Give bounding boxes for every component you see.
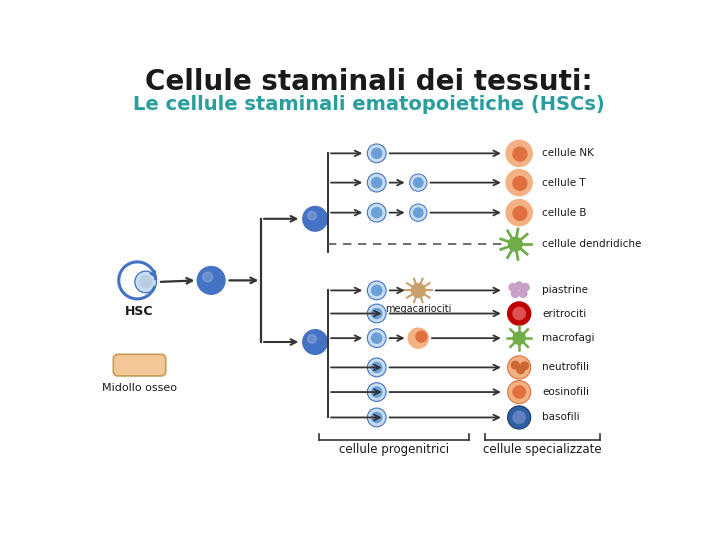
Circle shape	[506, 140, 532, 166]
FancyBboxPatch shape	[113, 354, 166, 376]
Circle shape	[372, 308, 382, 319]
Circle shape	[367, 173, 386, 192]
Text: cellule T: cellule T	[542, 178, 586, 187]
Circle shape	[367, 281, 386, 300]
Circle shape	[367, 304, 386, 323]
Circle shape	[511, 289, 519, 298]
Circle shape	[203, 272, 212, 282]
Circle shape	[369, 174, 384, 191]
Circle shape	[369, 205, 384, 221]
Circle shape	[367, 204, 386, 222]
Circle shape	[369, 409, 384, 426]
Circle shape	[513, 386, 526, 398]
Text: eosinofili: eosinofili	[542, 387, 589, 397]
Circle shape	[367, 144, 386, 163]
Circle shape	[408, 328, 428, 348]
Text: cellule B: cellule B	[542, 208, 587, 218]
Circle shape	[511, 361, 519, 369]
Circle shape	[367, 358, 386, 377]
Circle shape	[372, 333, 382, 343]
Circle shape	[410, 204, 427, 221]
Circle shape	[413, 178, 423, 187]
Circle shape	[508, 381, 531, 403]
Circle shape	[509, 284, 517, 291]
Text: macrofagi: macrofagi	[542, 333, 595, 343]
Circle shape	[367, 329, 386, 347]
Circle shape	[521, 284, 529, 291]
Circle shape	[506, 170, 532, 195]
Text: neutrofili: neutrofili	[542, 362, 589, 373]
Circle shape	[136, 273, 156, 292]
Circle shape	[197, 267, 225, 294]
Circle shape	[307, 335, 316, 343]
Circle shape	[513, 411, 526, 423]
Text: cellule NK: cellule NK	[542, 148, 594, 158]
Circle shape	[369, 306, 384, 322]
Circle shape	[506, 200, 532, 226]
Circle shape	[372, 148, 382, 158]
Circle shape	[411, 205, 426, 220]
Circle shape	[413, 208, 423, 217]
Circle shape	[513, 206, 527, 220]
Circle shape	[410, 174, 427, 191]
Circle shape	[519, 289, 527, 298]
Text: piastrine: piastrine	[542, 286, 588, 295]
Circle shape	[307, 211, 316, 220]
Circle shape	[513, 332, 526, 345]
Circle shape	[411, 175, 426, 190]
Circle shape	[372, 387, 382, 397]
Circle shape	[513, 177, 527, 190]
Text: Midollo osseo: Midollo osseo	[102, 383, 177, 393]
Circle shape	[369, 282, 384, 299]
Text: cellule progenitrici: cellule progenitrici	[338, 443, 449, 456]
Circle shape	[513, 147, 527, 161]
Text: cellule specializzate: cellule specializzate	[483, 443, 602, 456]
Text: cellule dendridiche: cellule dendridiche	[542, 239, 642, 249]
Circle shape	[369, 359, 384, 375]
Circle shape	[508, 406, 531, 429]
Circle shape	[369, 384, 384, 400]
Circle shape	[369, 145, 384, 161]
Circle shape	[508, 302, 531, 325]
Text: basofili: basofili	[542, 413, 580, 422]
Circle shape	[303, 206, 328, 231]
Circle shape	[517, 366, 525, 374]
Circle shape	[135, 271, 156, 293]
Circle shape	[372, 413, 382, 422]
Circle shape	[508, 356, 531, 379]
Circle shape	[372, 207, 382, 218]
Circle shape	[303, 330, 328, 354]
Text: Le cellule staminali ematopoietiche (HSCs): Le cellule staminali ematopoietiche (HSC…	[133, 96, 605, 114]
Circle shape	[369, 330, 384, 346]
Circle shape	[372, 178, 382, 188]
Circle shape	[367, 408, 386, 427]
Circle shape	[140, 276, 152, 288]
Text: eritrociti: eritrociti	[542, 308, 587, 319]
Circle shape	[367, 383, 386, 401]
Circle shape	[372, 285, 382, 295]
Circle shape	[521, 362, 528, 370]
Circle shape	[416, 331, 427, 342]
Text: megacariociti: megacariociti	[385, 304, 451, 314]
Text: HSC: HSC	[125, 305, 154, 318]
Circle shape	[411, 284, 426, 298]
Circle shape	[372, 362, 382, 373]
Circle shape	[516, 282, 523, 289]
Text: Cellule staminali dei tessuti:: Cellule staminali dei tessuti:	[145, 68, 593, 96]
Circle shape	[508, 237, 522, 251]
Circle shape	[513, 307, 526, 320]
